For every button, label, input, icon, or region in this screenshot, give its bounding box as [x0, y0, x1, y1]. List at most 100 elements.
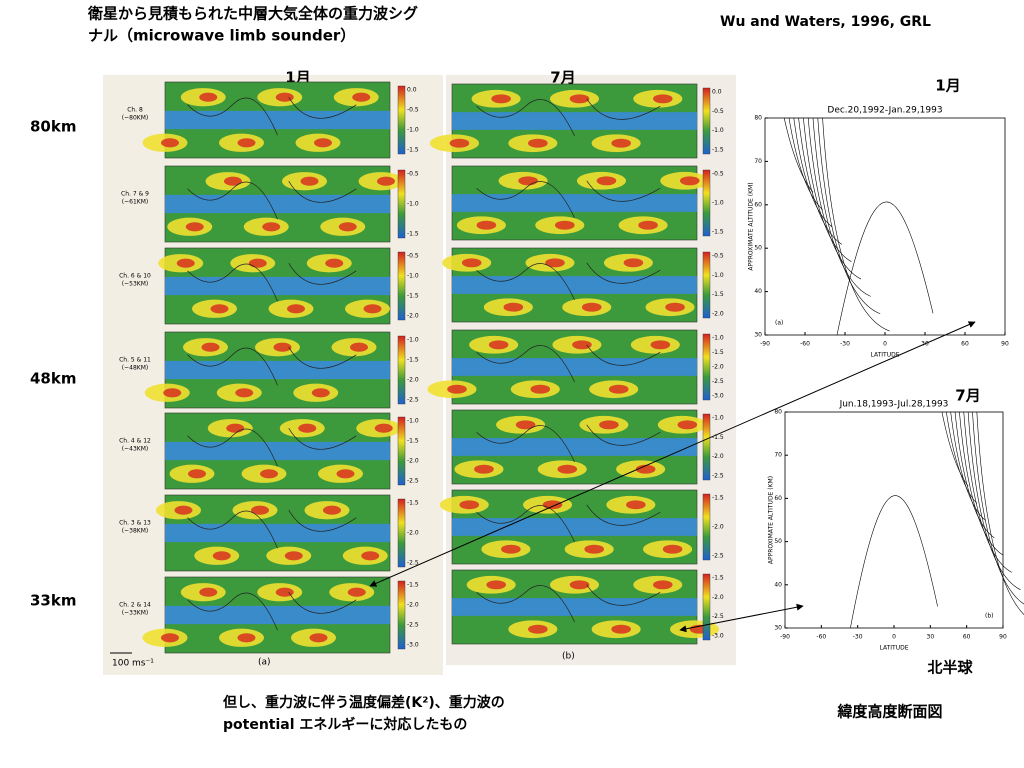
altitude-label: 48km	[30, 370, 76, 388]
title-line: 衛星から見積もられた中層大気全体の重力波シグ	[87, 5, 418, 23]
citation: Wu and Waters, 1996, GRL	[720, 14, 931, 30]
colorbar-label: -1.5	[407, 147, 419, 154]
period-label: Dec.20,1992-Jan.29,1993	[827, 106, 942, 116]
map-blob	[515, 420, 536, 430]
colorbar-label: -2.5	[712, 613, 724, 620]
colorbar-label: -2.5	[712, 553, 724, 560]
colorbar	[702, 573, 711, 641]
altitude-label: 80km	[30, 118, 76, 136]
figure-tag: (b)	[562, 652, 575, 662]
month-label: 1月	[935, 77, 960, 95]
map-blob	[199, 92, 218, 102]
y-tick-label: 60	[774, 495, 782, 502]
map-blob	[665, 302, 685, 312]
coastline	[476, 262, 661, 300]
coastline	[187, 428, 357, 467]
map-blob	[528, 624, 548, 634]
contour	[783, 117, 814, 193]
coastline	[187, 97, 357, 136]
colorbar-label: -1.5	[712, 291, 724, 298]
x-tick-label: 90	[1001, 341, 1009, 348]
figure-tag: (a)	[258, 658, 271, 668]
plot-frame	[764, 117, 1006, 336]
y-axis-label: APPROXIMATE ALTITUDE (KM)	[748, 182, 755, 270]
x-axis-label: LATITUDE	[879, 645, 908, 652]
map-blob	[449, 138, 470, 148]
map-blob	[374, 423, 393, 433]
x-tick-label: 60	[961, 341, 969, 348]
figure-tag: (b)	[985, 613, 994, 620]
channel-label: (~61KM)	[122, 199, 148, 206]
map-blob	[300, 176, 319, 186]
x-tick-label: -30	[853, 634, 863, 641]
map-blob	[237, 633, 256, 643]
cross-section-caption: 緯度高度断面図	[836, 703, 942, 721]
contour	[803, 117, 852, 262]
colorbar-label: -2.0	[712, 364, 724, 371]
hemisphere-label: 北半球	[927, 659, 973, 677]
map-blob	[557, 464, 578, 474]
colorbar-label: -3.0	[407, 642, 419, 649]
colorbar-label: -1.5	[712, 575, 724, 582]
map-blob	[476, 220, 497, 230]
y-tick-label: 60	[754, 201, 762, 208]
colorbar-label: -1.0	[407, 273, 419, 280]
map-blob	[623, 258, 644, 268]
map-band	[165, 194, 390, 214]
x-axis-label: LATITUDE	[870, 352, 899, 359]
colorbar-label: -1.0	[712, 200, 724, 207]
colorbar	[702, 413, 711, 481]
colorbar-label: -1.0	[407, 337, 419, 344]
map-blob	[224, 176, 242, 186]
colorbar-label: 0.0	[407, 87, 417, 94]
map-blob	[528, 138, 548, 148]
colorbar-label: -1.5	[712, 147, 724, 154]
x-tick-label: 90	[999, 634, 1007, 641]
colorbar-label: -1.5	[407, 500, 419, 507]
y-tick-label: 40	[754, 288, 762, 295]
y-tick-label: 50	[754, 245, 762, 252]
map-blob	[569, 94, 590, 104]
x-tick-label: -60	[816, 634, 826, 641]
colorbar-label: -1.0	[712, 415, 724, 422]
map-blob	[314, 138, 332, 148]
map-blob	[555, 220, 575, 230]
y-tick-label: 70	[754, 158, 762, 165]
map-band	[165, 523, 390, 543]
contour	[817, 117, 881, 315]
colorbar-label: -1.0	[407, 127, 419, 134]
map-blob	[542, 500, 563, 510]
colorbar	[397, 580, 406, 650]
map-band	[165, 110, 390, 130]
channel-label: Ch. 5 & 11	[119, 357, 151, 364]
colorbar	[397, 416, 406, 486]
x-tick-label: -30	[840, 341, 850, 348]
map-blob	[569, 580, 590, 590]
colorbar	[397, 335, 406, 405]
map-blob	[611, 138, 631, 148]
map-blob	[212, 551, 231, 561]
map-blob	[491, 94, 511, 104]
map-blob	[474, 464, 494, 474]
colorbar-label: -1.0	[712, 335, 724, 342]
colorbar-label: -1.0	[712, 127, 724, 134]
channel-label: Ch. 3 & 13	[119, 520, 151, 527]
map-band	[165, 605, 390, 625]
map-blob	[309, 633, 328, 643]
channel-label: Ch. 7 & 9	[121, 191, 149, 198]
colorbar-label: -1.5	[407, 582, 419, 589]
colorbar-label: -1.5	[712, 434, 724, 441]
map-blob	[638, 220, 658, 230]
map-blob	[608, 384, 629, 394]
map-blob	[210, 304, 229, 314]
contour	[972, 411, 1024, 605]
channel-label: (~53KM)	[122, 281, 148, 288]
channel-label: (~43KM)	[122, 446, 148, 453]
map-blob	[611, 624, 631, 634]
coastline	[187, 181, 357, 220]
map-blob	[188, 469, 206, 479]
y-tick-label: 30	[754, 332, 762, 339]
map-blob	[581, 302, 602, 312]
channel-label: Ch. 2 & 14	[119, 602, 151, 609]
